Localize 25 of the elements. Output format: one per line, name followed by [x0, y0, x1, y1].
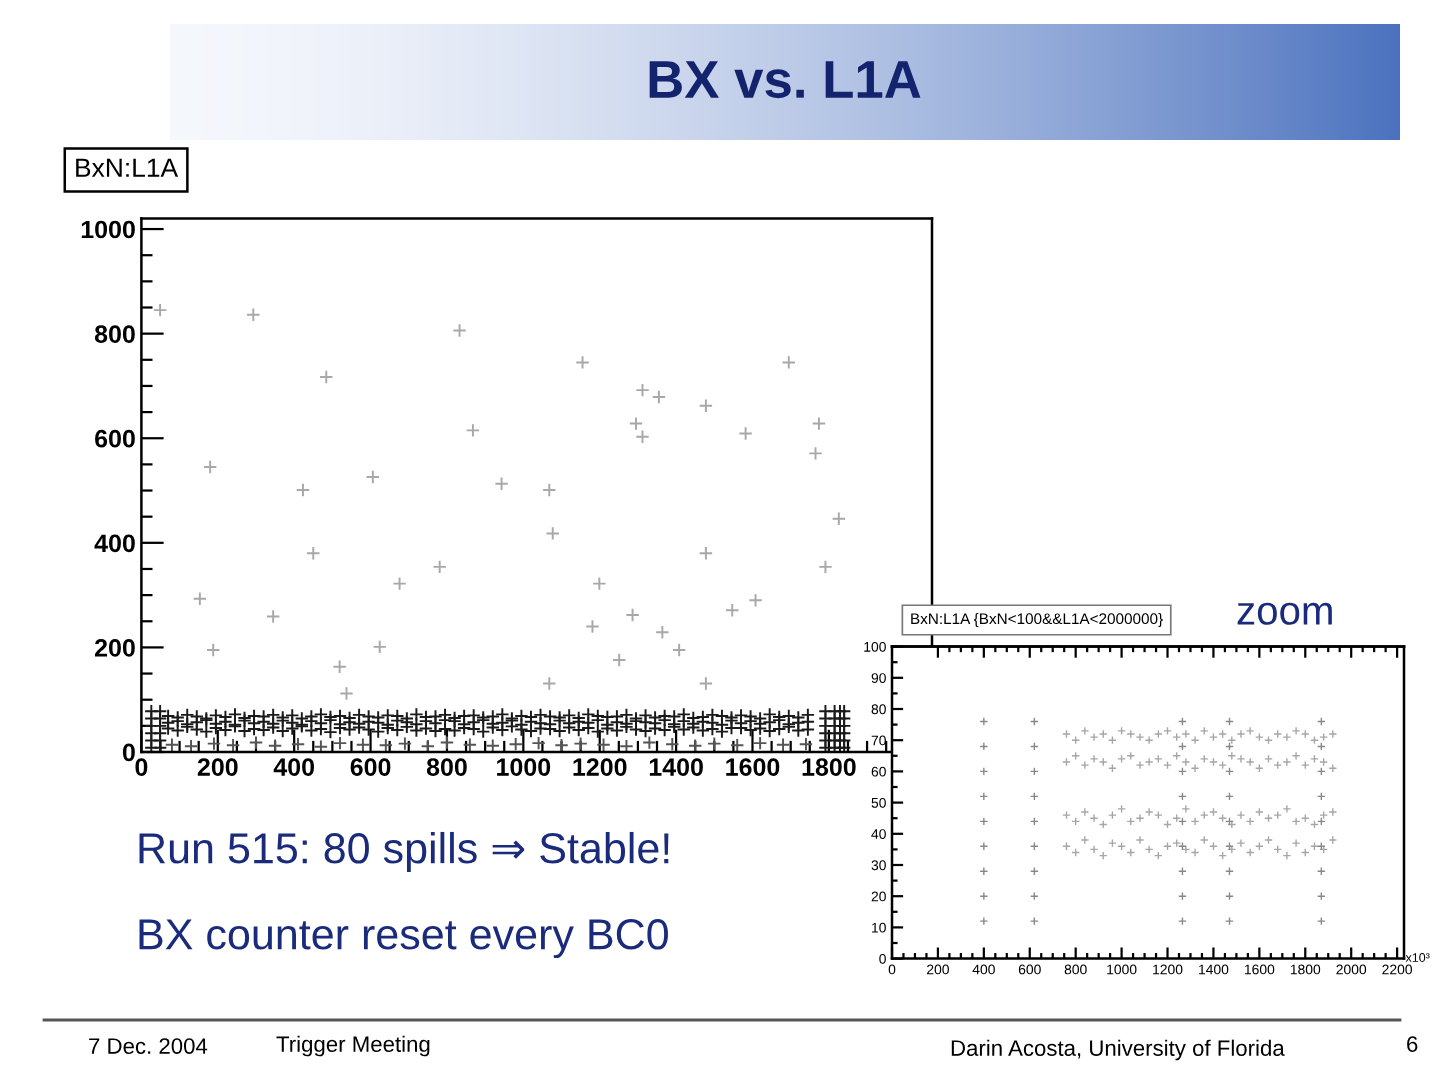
x-tick-label: 600 [350, 758, 391, 776]
text: 7 Dec. 2004 [89, 1038, 208, 1054]
x-tick-label: 400 [273, 758, 315, 776]
chart-subtitle: BxN:L1A [76, 158, 179, 177]
y-tick-label: 200 [95, 639, 135, 657]
x-tick-label: 1000 [497, 758, 551, 776]
y-tick-label: 600 [95, 429, 135, 448]
x-tick-label: 1400 [649, 758, 703, 776]
x-tick-label: 1200 [573, 758, 627, 776]
text: zoom [1237, 602, 1332, 625]
y-tick-label: 0 [122, 743, 135, 762]
chart-title: BX vs. L1A [649, 61, 921, 99]
y-tick-label: 1000 [81, 220, 135, 239]
text: Darin Acosta, University of Florida [951, 1039, 1285, 1061]
text: Trigger Meeting [276, 1035, 430, 1057]
text: 6 [1407, 1036, 1418, 1052]
text: Run 515: 80 spills ⇒ Stable! [139, 831, 669, 873]
x-tick-label: 1800 [802, 758, 856, 776]
text: BX counter reset every BC0 [139, 919, 668, 959]
x-tick-label: 1600 [726, 758, 780, 776]
y-tick-label: 400 [94, 534, 135, 553]
x-tick-label: 800 [426, 758, 467, 776]
y-tick-label: 800 [94, 325, 135, 343]
x-tick-label: 0 [135, 758, 148, 776]
x-tick-label: 200 [197, 758, 238, 776]
